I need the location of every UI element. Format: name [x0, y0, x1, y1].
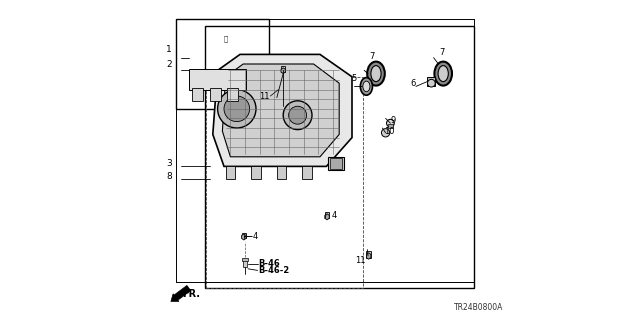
Circle shape: [387, 119, 394, 127]
Bar: [242, 258, 248, 261]
Text: 8: 8: [166, 172, 172, 180]
Bar: [428, 77, 435, 86]
Text: 9: 9: [390, 116, 396, 124]
FancyArrow shape: [171, 285, 191, 301]
Polygon shape: [223, 64, 339, 157]
Circle shape: [428, 79, 435, 87]
Circle shape: [289, 106, 307, 124]
Polygon shape: [281, 68, 285, 74]
Bar: [192, 88, 204, 101]
Bar: [189, 69, 246, 90]
Ellipse shape: [435, 62, 452, 86]
Text: 4: 4: [332, 212, 337, 220]
Text: 7: 7: [370, 52, 375, 60]
Text: 6: 6: [411, 79, 416, 88]
Circle shape: [224, 96, 250, 122]
Bar: [210, 88, 221, 101]
Text: 11: 11: [356, 256, 366, 265]
Ellipse shape: [360, 78, 372, 95]
Text: 3: 3: [166, 159, 172, 168]
Text: 4: 4: [252, 232, 257, 241]
Bar: [206, 77, 364, 288]
Polygon shape: [325, 214, 329, 220]
Polygon shape: [242, 234, 246, 240]
Bar: [205, 26, 474, 288]
Text: 1: 1: [166, 45, 172, 54]
Ellipse shape: [438, 66, 448, 82]
Text: 10: 10: [384, 127, 394, 136]
Bar: [388, 124, 393, 128]
Bar: [302, 166, 312, 179]
Circle shape: [284, 101, 312, 130]
Polygon shape: [212, 54, 352, 166]
Text: 2: 2: [166, 60, 172, 68]
Bar: [330, 158, 342, 169]
Text: 5: 5: [351, 74, 356, 83]
Polygon shape: [366, 253, 371, 259]
Text: 11: 11: [259, 92, 269, 100]
Bar: [242, 233, 246, 238]
Bar: [366, 251, 371, 258]
Text: B-46-2: B-46-2: [259, 266, 290, 275]
Ellipse shape: [371, 66, 381, 82]
Ellipse shape: [363, 81, 370, 92]
Bar: [251, 166, 261, 179]
Circle shape: [218, 90, 256, 128]
Bar: [325, 212, 330, 218]
Bar: [227, 88, 238, 101]
Ellipse shape: [367, 62, 385, 86]
Text: B-46: B-46: [259, 259, 280, 268]
Bar: [243, 260, 247, 267]
Text: TR24B0800A: TR24B0800A: [454, 303, 504, 312]
Bar: [281, 66, 285, 72]
Bar: [328, 157, 344, 170]
Bar: [176, 19, 269, 109]
Text: FR.: FR.: [182, 289, 200, 300]
Text: ⬛: ⬛: [224, 35, 228, 42]
Bar: [277, 166, 287, 179]
Text: 7: 7: [439, 48, 444, 57]
Bar: [226, 166, 236, 179]
Circle shape: [381, 129, 390, 137]
